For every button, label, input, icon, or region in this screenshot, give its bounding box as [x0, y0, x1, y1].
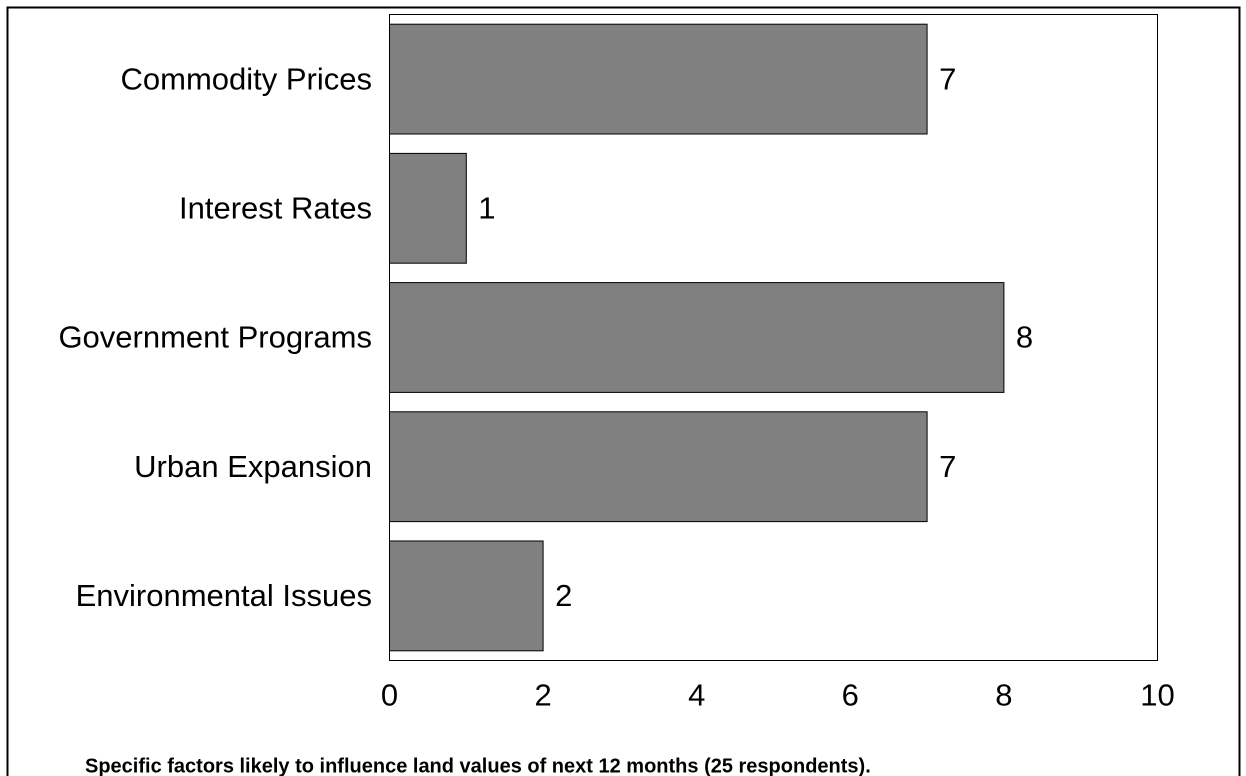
- x-tick-label: 6: [842, 678, 859, 713]
- frame: [6, 6, 1241, 776]
- bar: [389, 540, 544, 652]
- caption: Specific factors likely to influence lan…: [85, 755, 871, 776]
- value-label: 7: [939, 61, 956, 96]
- value-label: 1: [478, 190, 495, 225]
- bar: [389, 23, 928, 135]
- y-tick-label: Commodity Prices: [121, 61, 373, 96]
- y-tick-label: Government Programs: [58, 320, 372, 355]
- value-label: 2: [555, 578, 572, 613]
- bar: [389, 282, 1005, 393]
- x-tick-label: 10: [1140, 678, 1174, 713]
- x-tick-label: 4: [688, 678, 705, 713]
- x-tick-label: 0: [381, 678, 398, 713]
- value-label: 8: [1016, 320, 1033, 355]
- y-tick-label: Urban Expansion: [134, 449, 372, 484]
- x-tick-label: 8: [995, 678, 1012, 713]
- bar: [389, 152, 467, 264]
- y-tick-label: Interest Rates: [179, 190, 372, 225]
- x-tick-label: 2: [534, 678, 551, 713]
- bar: [389, 411, 928, 523]
- value-label: 7: [939, 449, 956, 484]
- y-tick-label: Environmental Issues: [76, 578, 372, 613]
